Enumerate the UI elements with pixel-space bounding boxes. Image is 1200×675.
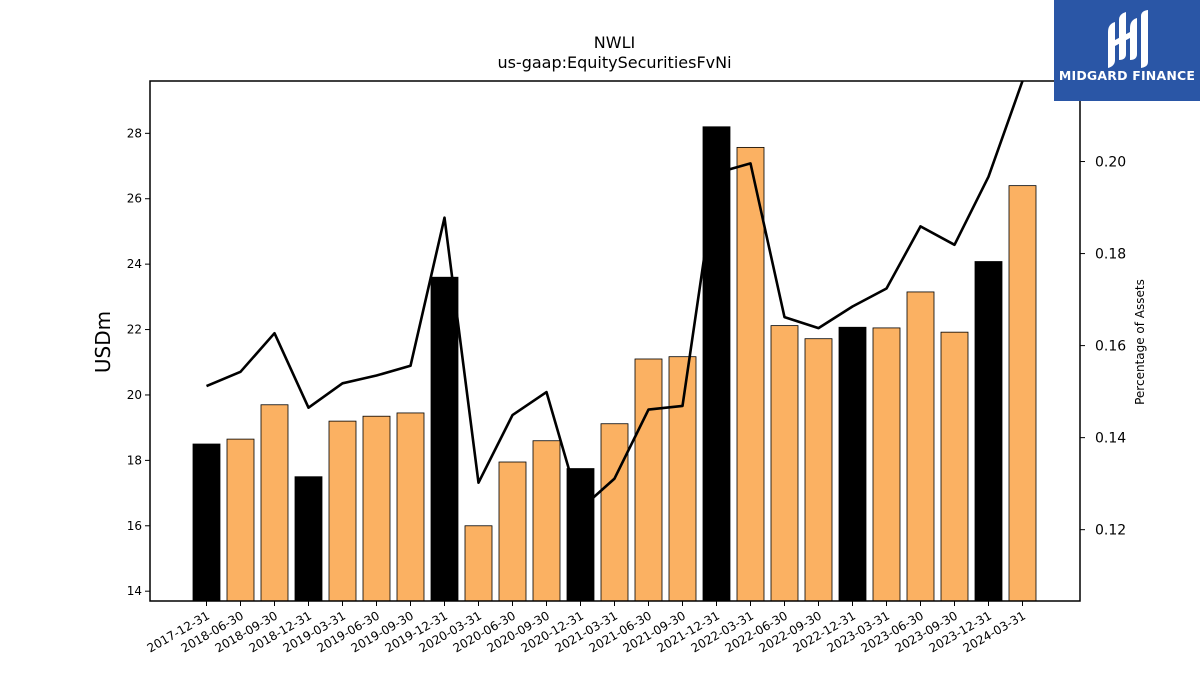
bar-2021-03-31 [600, 423, 629, 602]
y-tick-label-20: 20 [127, 388, 142, 402]
bar-2023-06-30 [906, 291, 935, 602]
bar-2022-03-31 [736, 146, 765, 602]
bar-2018-12-31 [294, 476, 323, 602]
bar-2019-09-30 [396, 412, 425, 602]
midgard-finance-logo: MIDGARD FINANCE [1054, 0, 1200, 101]
y2-tick-label-4: 0.20 [1095, 155, 1126, 171]
y2-tick-label-2: 0.16 [1095, 339, 1126, 355]
y-axis-label: USDm [91, 311, 115, 373]
bar-2017-12-31 [192, 443, 221, 602]
chart-title: NWLI [594, 33, 635, 52]
bar-2022-06-30 [770, 325, 799, 602]
bar-2018-06-30 [226, 438, 255, 602]
y-tick-label-26: 26 [127, 192, 142, 206]
bar-2022-09-30 [804, 338, 833, 602]
bar-2021-06-30 [634, 358, 663, 602]
bar-2023-09-30 [940, 331, 969, 602]
bar-2024-03-31 [1008, 185, 1037, 602]
y-tick-label-18: 18 [127, 453, 142, 467]
bar-2021-12-31 [702, 126, 731, 602]
y2-tick-label-1: 0.14 [1095, 431, 1126, 447]
bar-2022-12-31 [838, 326, 867, 602]
bar-2020-12-31 [566, 468, 595, 602]
y-tick-label-16: 16 [127, 519, 142, 533]
bar-2019-06-30 [362, 415, 391, 602]
bar-2021-09-30 [668, 356, 697, 602]
bars-group [192, 126, 1037, 602]
chart-subtitle: us-gaap:EquitySecuritiesFvNi [497, 53, 731, 72]
line-group [205, 81, 1024, 511]
bar-2019-03-31 [328, 420, 357, 602]
bar-2020-06-30 [498, 461, 527, 602]
y-tick-label-24: 24 [127, 257, 142, 271]
bar-2023-12-31 [974, 261, 1003, 602]
bar-2018-09-30 [260, 404, 289, 602]
bar-2023-03-31 [872, 327, 901, 602]
y-tick-label-28: 28 [127, 126, 142, 140]
bar-2020-03-31 [464, 525, 493, 602]
logo-mark-icon [1108, 10, 1148, 68]
pct-assets-line [205, 81, 1024, 511]
bar-2020-09-30 [532, 440, 561, 602]
logo-text: MIDGARD FINANCE [1058, 68, 1196, 83]
y2-tick-label-0: 0.12 [1095, 523, 1126, 539]
y2-tick-label-3: 0.18 [1095, 247, 1126, 263]
bar-2019-12-31 [430, 276, 459, 602]
y-tick-label-14: 14 [127, 584, 142, 598]
y2-axis-label: Percentage of Assets [1133, 279, 1147, 405]
y-tick-label-22: 22 [127, 323, 142, 337]
